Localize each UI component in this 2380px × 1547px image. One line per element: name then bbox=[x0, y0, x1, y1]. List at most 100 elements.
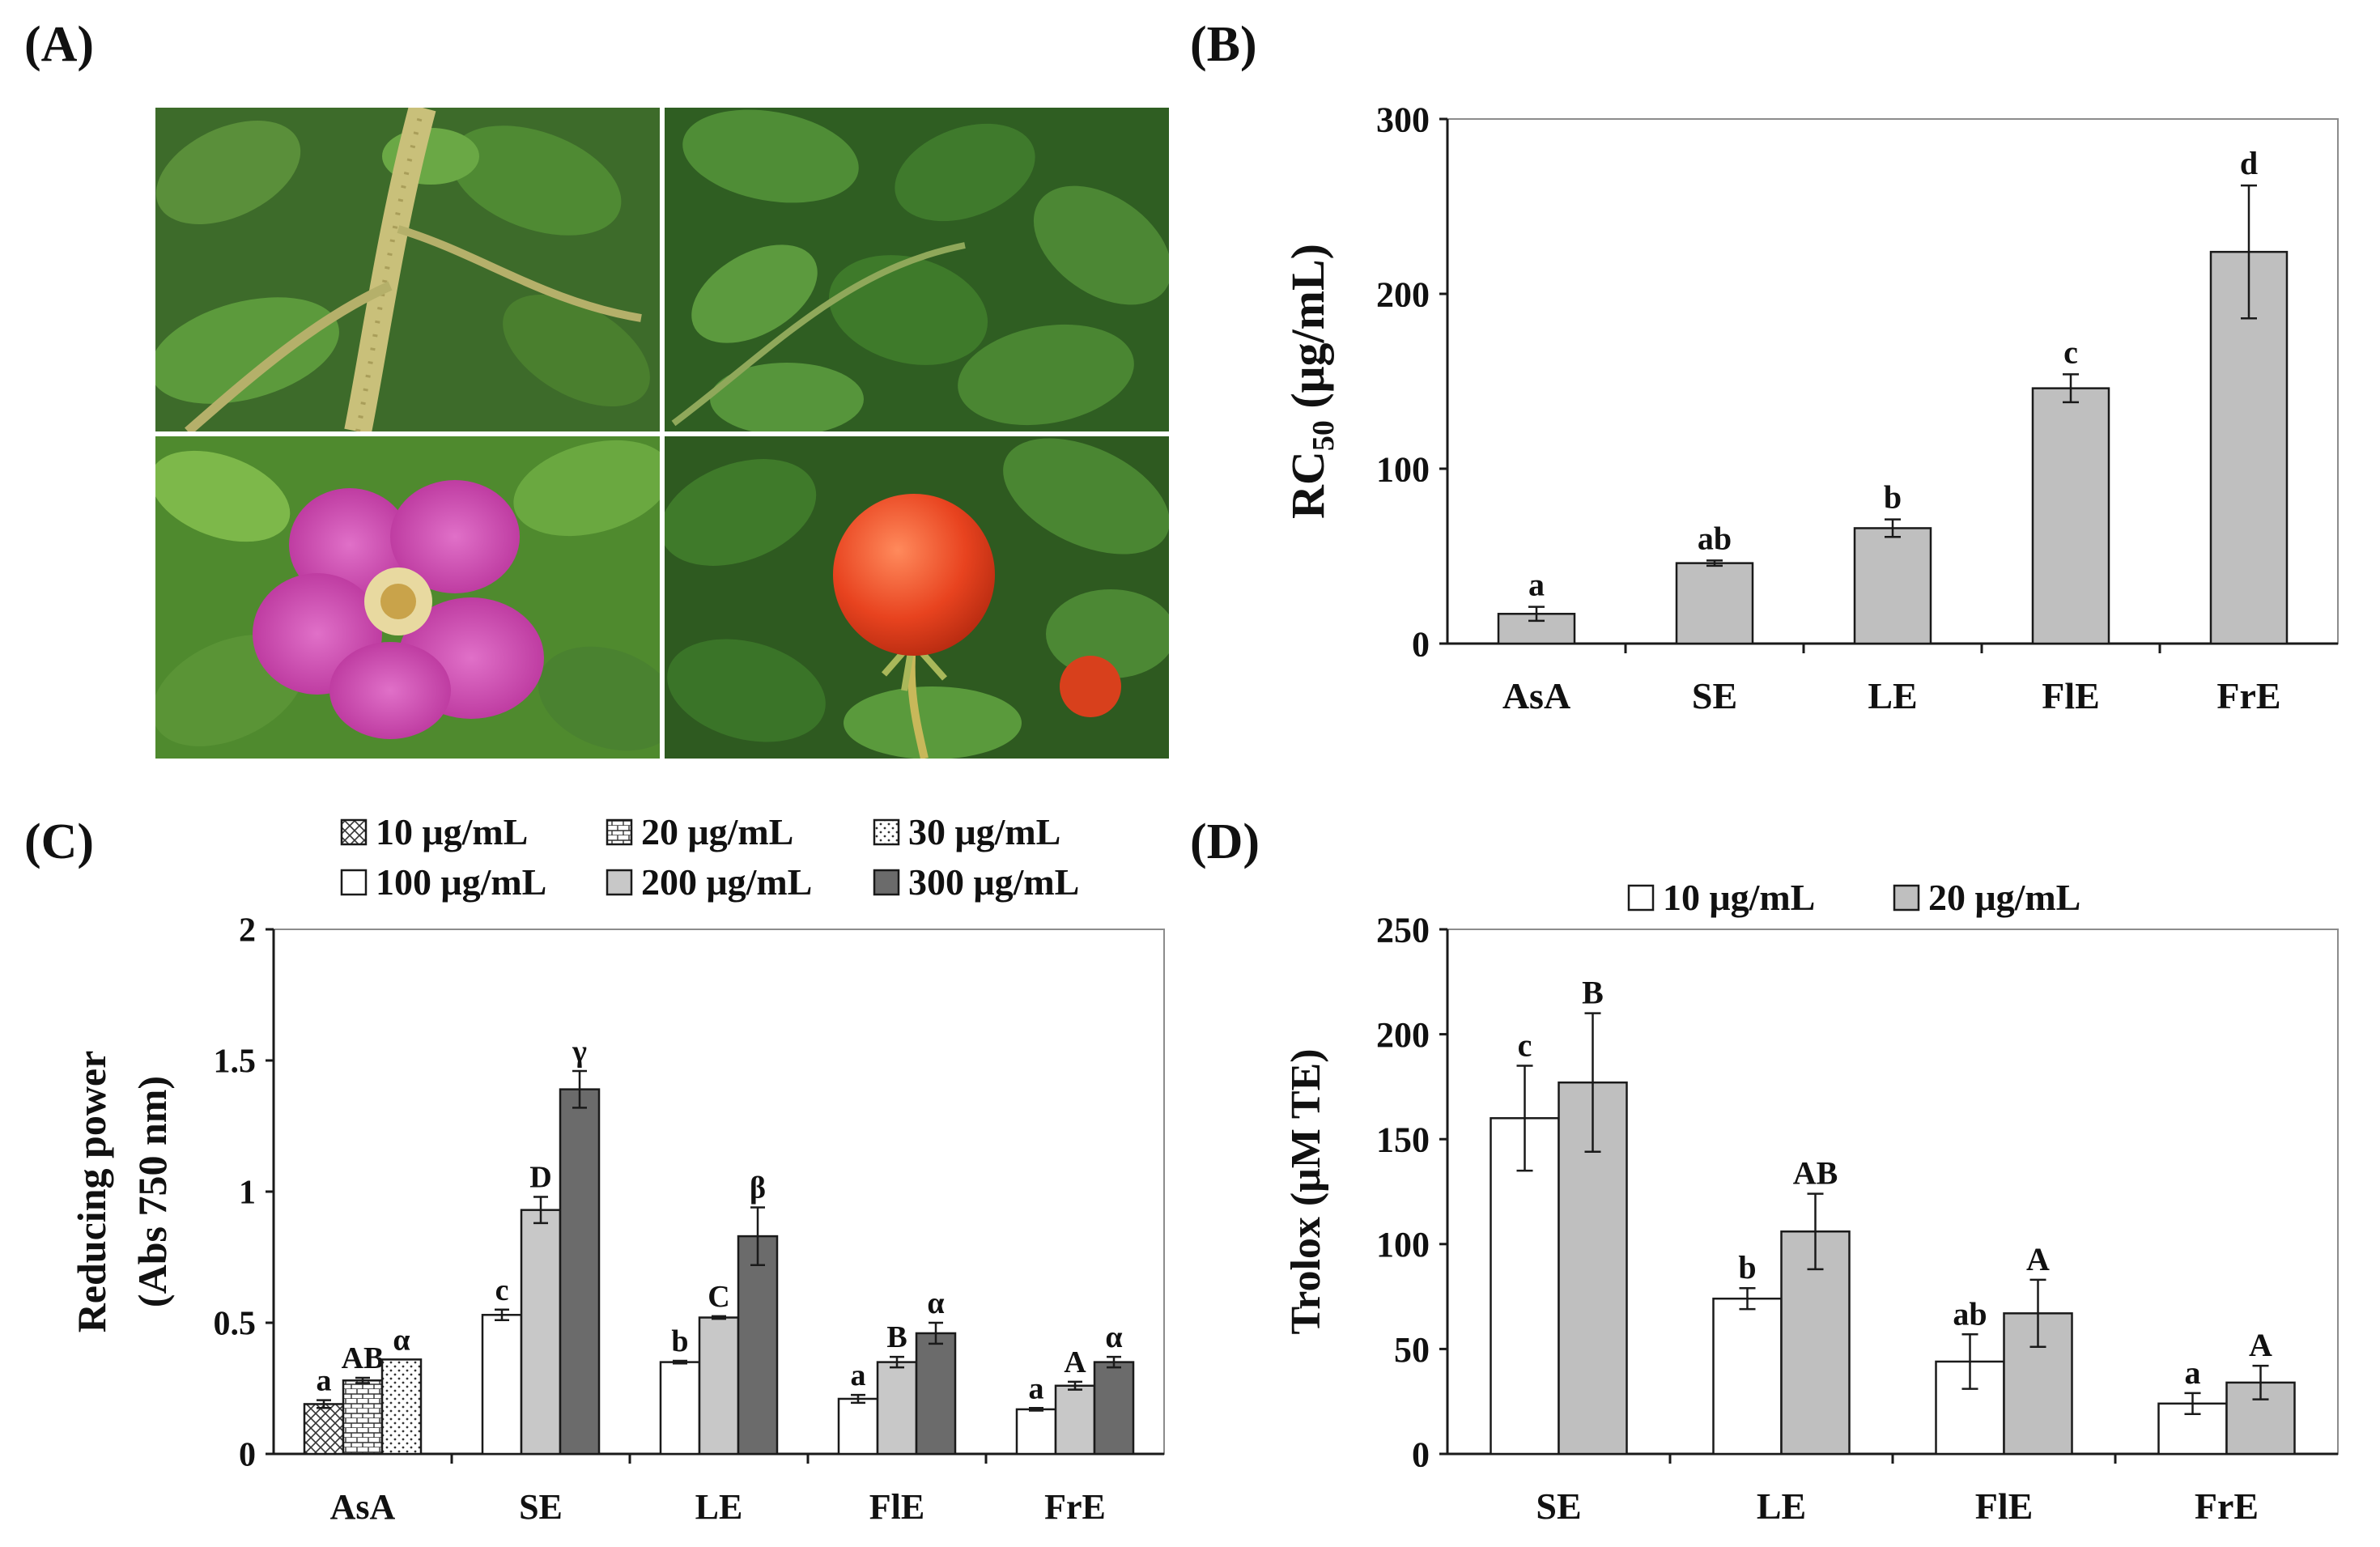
chart-c-bar-SE-0 bbox=[481, 1314, 523, 1456]
photo-grid bbox=[150, 104, 1175, 760]
chart-d-xtick-label: LE bbox=[1757, 1485, 1806, 1527]
rose-stem-thorns-photo bbox=[150, 104, 660, 436]
chart-c-legend-swatch bbox=[340, 818, 368, 846]
chart-c-legend-label: 10 μg/mL bbox=[376, 811, 528, 852]
chart-c-legend-swatch bbox=[606, 818, 633, 846]
chart-b-xtick-label: SE bbox=[1692, 675, 1737, 716]
chart-c-bar-FlE-0 bbox=[837, 1397, 879, 1456]
chart-c-legend-swatch bbox=[340, 869, 368, 896]
chart-c-legend-swatch bbox=[606, 869, 633, 896]
chart-d-xtick-label: FrE bbox=[2195, 1485, 2259, 1527]
chart-d-legend-swatch bbox=[1893, 884, 1920, 912]
chart-b-xtick-label: FrE bbox=[2216, 675, 2280, 716]
chart-c-xtick-label: SE bbox=[519, 1487, 563, 1527]
chart-b-sig-letter: ab bbox=[1698, 520, 1732, 556]
chart-c-legend-label: 30 μg/mL bbox=[908, 811, 1060, 852]
chart-d-ytick-label: 0 bbox=[1412, 1434, 1430, 1474]
chart-c-xtick-label: FrE bbox=[1044, 1487, 1106, 1527]
chart-b-ytick-label: 100 bbox=[1376, 449, 1430, 489]
chart-b-xtick-label: LE bbox=[1868, 675, 1917, 716]
chart-c-bar-AsA-1 bbox=[342, 1379, 384, 1456]
chart-c-bar-LE-0 bbox=[659, 1361, 701, 1456]
chart-c-bar-SE-2 bbox=[559, 1088, 601, 1456]
chart-c-bar-SE-1 bbox=[520, 1209, 562, 1456]
chart-c-legend-swatch bbox=[873, 818, 900, 846]
chart-c-reducing-power: 00.511.52aABαAsAcDγSEbCβLEaBαFlEaAαFrERe… bbox=[69, 811, 1165, 1527]
panel-c-label: (C) bbox=[24, 814, 95, 869]
chart-d-sig-letter: B bbox=[1582, 975, 1604, 1011]
chart-b-sig-letter: d bbox=[2240, 145, 2258, 181]
chart-c-sig-letter: c bbox=[495, 1273, 509, 1307]
chart-b-bar-FlE bbox=[2031, 387, 2110, 645]
chart-d-sig-letter: AB bbox=[1793, 1155, 1838, 1192]
chart-c-bar-FlE-2 bbox=[915, 1332, 957, 1456]
chart-d-legend-label: 20 μg/mL bbox=[1928, 877, 2080, 918]
chart-d-sig-letter: b bbox=[1738, 1249, 1756, 1286]
chart-d-ytick-label: 100 bbox=[1376, 1225, 1430, 1264]
chart-c-bar-AsA-2 bbox=[380, 1358, 423, 1456]
chart-c-sig-letter: γ bbox=[572, 1035, 587, 1069]
chart-b-bar-LE bbox=[1853, 527, 1932, 645]
chart-c-bar-FrE-0 bbox=[1015, 1408, 1057, 1456]
chart-d-ylabel: Trolox (μM TE) bbox=[1283, 1048, 1329, 1334]
chart-c-legend-label: 100 μg/mL bbox=[376, 861, 546, 903]
chart-c-bar-FrE-2 bbox=[1093, 1361, 1135, 1456]
chart-c-sig-letter: a bbox=[851, 1358, 866, 1392]
chart-c-bar-LE-2 bbox=[737, 1235, 779, 1456]
chart-b-ytick-label: 200 bbox=[1376, 274, 1430, 314]
chart-c-sig-letter: AB bbox=[342, 1341, 385, 1375]
panel-a-label: (A) bbox=[24, 17, 95, 72]
chart-c-legend-label: 200 μg/mL bbox=[641, 861, 812, 903]
chart-c-bar-LE-1 bbox=[698, 1316, 740, 1456]
chart-b-ylabel: RC50 (μg/mL) bbox=[1281, 244, 1341, 519]
chart-d-legend-label: 10 μg/mL bbox=[1663, 877, 1815, 918]
chart-b-sig-letter: c bbox=[2063, 334, 2078, 370]
chart-c-sig-letter: b bbox=[671, 1324, 688, 1358]
chart-c-ytick-label: 1 bbox=[239, 1175, 256, 1212]
chart-d-ytick-label: 250 bbox=[1376, 910, 1430, 950]
chart-b-sig-letter: a bbox=[1528, 567, 1545, 603]
chart-d-sig-letter: A bbox=[2249, 1327, 2272, 1363]
chart-b-ytick-label: 300 bbox=[1376, 100, 1430, 139]
rose-flower-photo bbox=[150, 436, 680, 759]
chart-c-sig-letter: C bbox=[708, 1280, 729, 1314]
chart-c-sig-letter: D bbox=[529, 1160, 551, 1194]
chart-c-xtick-label: FlE bbox=[869, 1487, 924, 1527]
panel-b-label: (B) bbox=[1190, 17, 1257, 72]
chart-d-sig-letter: ab bbox=[1953, 1295, 1987, 1332]
chart-d-bar-LE-0 bbox=[1712, 1297, 1783, 1456]
chart-c-ytick-label: 0.5 bbox=[214, 1306, 257, 1343]
chart-c-legend-label: 20 μg/mL bbox=[641, 811, 793, 852]
chart-c-ytick-label: 1.5 bbox=[214, 1043, 257, 1081]
chart-d-sig-letter: A bbox=[2026, 1241, 2050, 1277]
chart-c-sig-letter: β bbox=[750, 1171, 766, 1205]
chart-c-sig-letter: α bbox=[927, 1286, 944, 1320]
chart-d-xtick-label: FlE bbox=[1975, 1485, 2034, 1527]
chart-c-sig-letter: A bbox=[1064, 1345, 1086, 1379]
chart-d-ytick-label: 50 bbox=[1394, 1330, 1430, 1370]
chart-d-trolox: 0 50 100 150 200 250 c B SE b AB LE ab A FlE a A FrE Trolo… bbox=[1283, 877, 2339, 1527]
chart-c-sig-letter: B bbox=[886, 1320, 907, 1354]
chart-d-legend-swatch bbox=[1627, 884, 1655, 912]
rose-hip-fruit-photo bbox=[660, 436, 1175, 760]
chart-d-sig-letter: c bbox=[1518, 1026, 1532, 1063]
chart-c-legend-swatch bbox=[873, 869, 900, 896]
chart-b-xtick-label: AsA bbox=[1502, 675, 1570, 716]
chart-c-sig-letter: a bbox=[317, 1364, 332, 1398]
rose-leaves-photo bbox=[665, 108, 1172, 436]
chart-c-legend-label: 300 μg/mL bbox=[908, 861, 1079, 903]
chart-b-bar-SE bbox=[1675, 562, 1754, 645]
chart-d-xtick-label: SE bbox=[1536, 1485, 1581, 1527]
chart-c-sig-letter: α bbox=[1105, 1320, 1122, 1354]
chart-c-ylabel-line1: Reducing power bbox=[69, 1051, 114, 1333]
chart-d-ytick-label: 150 bbox=[1376, 1120, 1430, 1160]
chart-c-bar-FrE-1 bbox=[1054, 1384, 1096, 1456]
chart-b-bar-AsA bbox=[1497, 613, 1576, 645]
chart-c-sig-letter: a bbox=[1029, 1371, 1044, 1405]
chart-b-rc50: 0 100 200 300 a AsA ab SE b LE c FlE d FrE RC50 (μg/mL… bbox=[1281, 100, 2339, 716]
chart-c-ytick-label: 2 bbox=[239, 912, 256, 950]
chart-c-xtick-label: LE bbox=[695, 1487, 743, 1527]
chart-d-sig-letter: a bbox=[2185, 1354, 2201, 1391]
chart-b-sig-letter: b bbox=[1884, 479, 1902, 516]
